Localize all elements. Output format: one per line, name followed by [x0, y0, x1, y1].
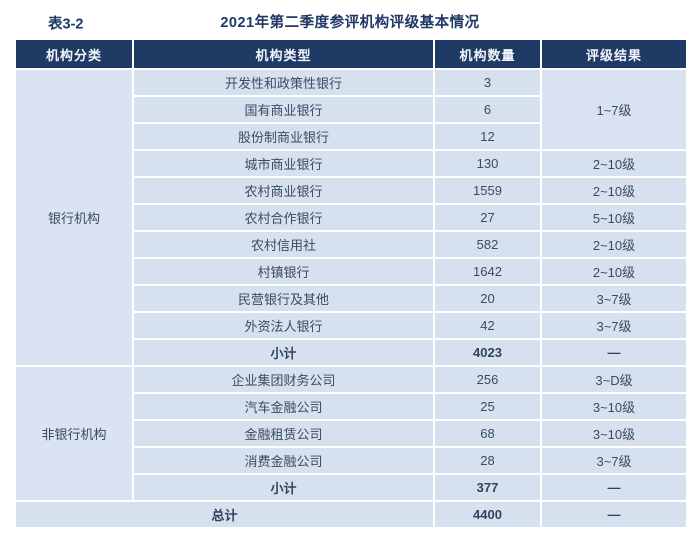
cell-institution-type: 农村商业银行 — [132, 176, 435, 205]
table-row: 民营银行及其他 20 3~7级 — [15, 284, 688, 313]
cell-institution-type: 农村信用社 — [132, 230, 435, 259]
subtotal-row-bank: 小计 4023 — — [15, 338, 688, 367]
total-rating: — — [540, 500, 688, 529]
cell-institution-count: 256 — [433, 365, 542, 394]
cell-institution-type: 民营银行及其他 — [132, 284, 435, 313]
cell-rating-result: 3~D级 — [540, 365, 688, 394]
table-row: 外资法人银行 42 3~7级 — [15, 311, 688, 340]
table-row: 金融租赁公司 68 3~10级 — [15, 419, 688, 448]
subtotal-count: 4023 — [433, 338, 542, 367]
header-institution-type: 机构类型 — [132, 38, 435, 70]
cell-rating-result: 2~10级 — [540, 149, 688, 178]
category-cell-nonbank: 非银行机构 — [14, 365, 134, 502]
cell-institution-count: 1642 — [433, 257, 542, 286]
cell-rating-result: 3~7级 — [540, 284, 688, 313]
header-rating-result: 评级结果 — [540, 38, 688, 70]
cell-institution-type: 股份制商业银行 — [132, 122, 435, 151]
rating-table: 机构分类 机构类型 机构数量 评级结果 银行机构 开发性和政策性银行 3 1~7… — [14, 38, 688, 529]
cell-institution-count: 20 — [433, 284, 542, 313]
total-row: 总计 4400 — — [14, 500, 688, 529]
cell-institution-count: 68 — [433, 419, 542, 448]
table-row: 农村合作银行 27 5~10级 — [15, 203, 688, 232]
cell-rating-result: 5~10级 — [540, 203, 688, 232]
subtotal-label: 小计 — [132, 338, 435, 367]
cell-rating-result: 3~10级 — [540, 392, 688, 421]
table-row: 消费金融公司 28 3~7级 — [15, 446, 688, 475]
table-row: 城市商业银行 130 2~10级 — [15, 149, 688, 178]
subtotal-row-nonbank: 小计 377 — — [15, 473, 688, 502]
cell-institution-type: 村镇银行 — [132, 257, 435, 286]
cell-institution-count: 42 — [433, 311, 542, 340]
table-number-label: 表3-2 — [48, 16, 84, 33]
table-header-row: 机构分类 机构类型 机构数量 评级结果 — [14, 38, 688, 70]
table-title: 2021年第二季度参评机构评级基本情况 — [220, 15, 480, 31]
cell-rating-result: 2~10级 — [540, 230, 688, 259]
cell-institution-count: 12 — [433, 122, 542, 151]
table-row: 汽车金融公司 25 3~10级 — [15, 392, 688, 421]
cell-rating-result: 1~7级 — [540, 68, 688, 151]
table-row: 农村信用社 582 2~10级 — [15, 230, 688, 259]
cell-institution-type: 城市商业银行 — [132, 149, 435, 178]
table-row: 农村商业银行 1559 2~10级 — [15, 176, 688, 205]
total-count: 4400 — [433, 500, 542, 529]
cell-institution-count: 28 — [433, 446, 542, 475]
table-row: 股份制商业银行 12 — [15, 122, 687, 151]
header-institution-category: 机构分类 — [14, 38, 134, 70]
cell-institution-count: 582 — [433, 230, 542, 259]
cell-rating-result: 2~10级 — [540, 176, 688, 205]
cell-institution-type: 国有商业银行 — [132, 95, 435, 124]
subtotal-count: 377 — [433, 473, 542, 502]
table-row: 国有商业银行 6 — [15, 95, 687, 124]
cell-institution-type: 开发性和政策性银行 — [132, 68, 435, 97]
total-label: 总计 — [14, 500, 435, 529]
table-caption: 表3-2 2021年第二季度参评机构评级基本情况 — [14, 8, 686, 38]
table-row: 非银行机构 企业集团财务公司 256 3~D级 — [14, 365, 688, 502]
subtotal-rating: — — [540, 473, 688, 502]
document-page: 表3-2 2021年第二季度参评机构评级基本情况 机构分类 机构类型 机构数量 … — [0, 8, 700, 545]
header-institution-count: 机构数量 — [433, 38, 542, 70]
cell-institution-count: 25 — [433, 392, 542, 421]
cell-institution-type: 农村合作银行 — [132, 203, 435, 232]
cell-institution-type: 外资法人银行 — [132, 311, 435, 340]
cell-institution-count: 3 — [433, 68, 542, 97]
cell-institution-count: 130 — [433, 149, 542, 178]
cell-institution-type: 企业集团财务公司 — [132, 365, 435, 394]
cell-institution-count: 27 — [433, 203, 542, 232]
cell-institution-type: 汽车金融公司 — [132, 392, 435, 421]
cell-institution-type: 金融租赁公司 — [132, 419, 435, 448]
subtotal-label: 小计 — [132, 473, 435, 502]
table-row: 村镇银行 1642 2~10级 — [15, 257, 688, 286]
cell-institution-count: 1559 — [433, 176, 542, 205]
subtotal-rating: — — [540, 338, 688, 367]
cell-institution-count: 6 — [433, 95, 542, 124]
cell-rating-result: 3~7级 — [540, 446, 688, 475]
table-row: 银行机构 开发性和政策性银行 3 1~7级 — [14, 68, 688, 367]
cell-institution-type: 消费金融公司 — [132, 446, 435, 475]
category-cell-bank: 银行机构 — [14, 68, 134, 367]
cell-rating-result: 2~10级 — [540, 257, 688, 286]
cell-rating-result: 3~7级 — [540, 311, 688, 340]
cell-rating-result: 3~10级 — [540, 419, 688, 448]
